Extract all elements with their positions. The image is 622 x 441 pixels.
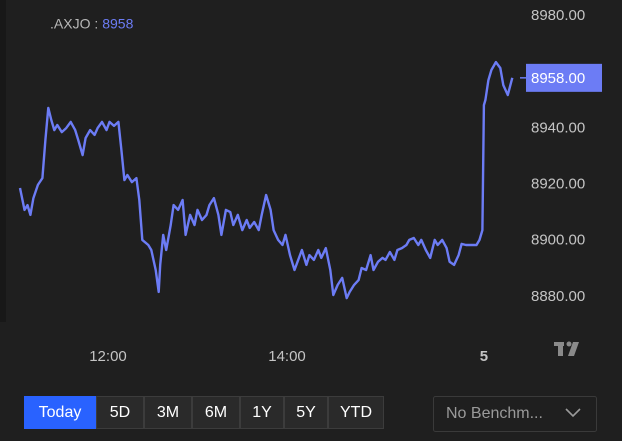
range-button[interactable] [284, 396, 328, 429]
price-tag [526, 63, 602, 92]
left-strip [0, 0, 6, 322]
y-tick-label: 8920.00 [531, 176, 585, 193]
dropdown-box[interactable] [433, 396, 597, 432]
x-tick-label: 5 [480, 348, 488, 365]
y-tick-label: 8980.00 [531, 7, 585, 24]
range-button-label[interactable]: 3M [157, 404, 179, 421]
last-price: 8958 [102, 16, 133, 32]
x-tick-label: 12:00 [89, 348, 127, 365]
range-button[interactable] [240, 396, 284, 429]
range-button-label[interactable]: Today [39, 404, 82, 421]
y-tick-label: 8900.00 [531, 232, 585, 249]
symbol: .AXJO : [50, 16, 98, 32]
price-line [18, 60, 514, 300]
price-tag-label: 8958.00 [531, 70, 585, 87]
range-button-label[interactable]: 1Y [252, 404, 272, 421]
dropdown-label[interactable]: No Benchm... [446, 405, 543, 422]
range-button[interactable] [192, 396, 240, 429]
benchmark-dropdown[interactable]: No Benchm... [433, 396, 597, 432]
x-tick-label: 14:00 [268, 348, 306, 365]
tv-logo [554, 341, 579, 356]
range-button[interactable] [24, 396, 96, 429]
range-button[interactable] [328, 396, 384, 429]
range-buttons: Today 5D 3M 6M 1Y 5Y YTD [24, 396, 384, 429]
range-button[interactable] [144, 396, 192, 429]
range-button-label[interactable]: 6M [205, 404, 227, 421]
range-button[interactable] [96, 396, 144, 429]
range-button-label[interactable]: YTD [340, 404, 372, 421]
range-button-label[interactable]: 5D [110, 404, 130, 421]
range-button-label[interactable]: 5Y [296, 404, 316, 421]
y-tick-label: 8940.00 [531, 119, 585, 136]
y-tick-label: 8880.00 [531, 288, 585, 305]
chevron [565, 408, 581, 418]
